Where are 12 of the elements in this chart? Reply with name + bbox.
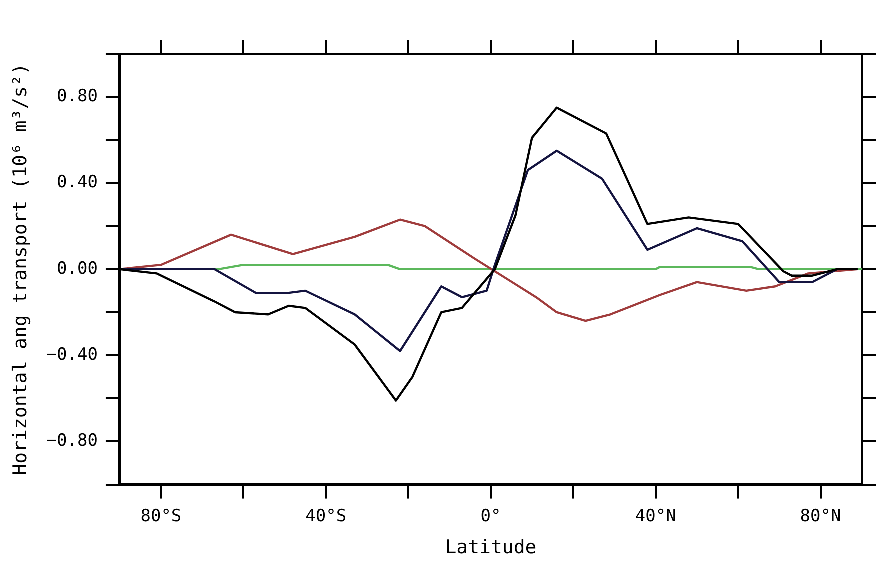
x-tick-label: 40°N [635,506,676,526]
y-tick-label: 0.00 [57,258,98,279]
x-tick-label: 80°S [140,506,182,526]
y-tick-label: −0.80 [46,431,98,452]
x-tick-label: 40°S [306,506,347,526]
y-axis-title: Horizontal ang transport (10⁶ m³/s²) [9,63,32,476]
x-tick-label: 80°N [800,506,842,526]
y-tick-label: 0.40 [57,172,98,193]
y-tick-label: −0.40 [46,344,98,365]
x-tick-label: 0° [480,506,502,526]
x-axis-title: Latitude [445,536,537,559]
y-tick-label: 0.80 [57,86,98,106]
